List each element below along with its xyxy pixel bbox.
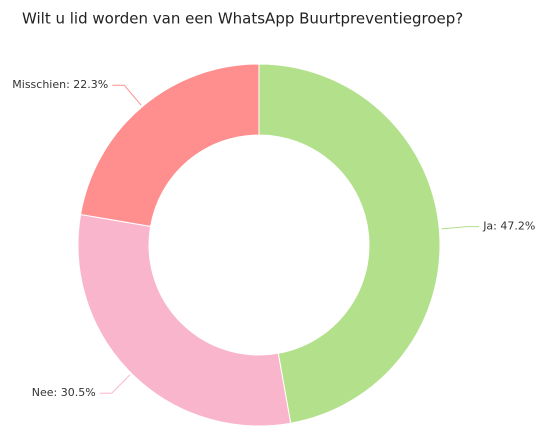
slice: [258, 63, 441, 424]
chart-title: Wilt u lid worden van een WhatsApp Buurt…: [22, 10, 463, 28]
data-label: Ja: 47.2%: [482, 220, 535, 233]
slice: [77, 213, 292, 426]
data-label: Misschien: 22.3%: [12, 78, 108, 91]
slice: [80, 63, 260, 228]
leader-line: [99, 374, 131, 394]
leader-line: [441, 226, 480, 230]
leader-line: [112, 84, 142, 106]
data-label: Nee: 30.5%: [32, 386, 96, 399]
